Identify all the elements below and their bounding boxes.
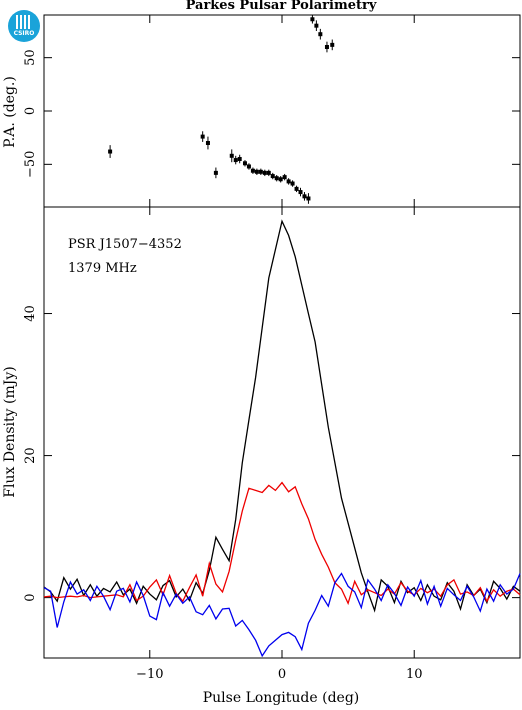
pa-point — [254, 169, 259, 174]
pa-point — [278, 177, 283, 182]
pa-points — [108, 15, 335, 204]
pa-y-tick-label: 0 — [23, 107, 38, 115]
pa-point — [330, 42, 335, 47]
pa-axes: −50 0 50 — [23, 15, 520, 207]
pa-point — [318, 32, 323, 37]
pa-point — [237, 157, 242, 161]
pa-point — [302, 194, 307, 199]
pa-point — [233, 158, 238, 163]
flux-lines — [43, 219, 521, 658]
csiro-logo: CSIRO — [8, 10, 40, 42]
pa-point — [306, 196, 311, 201]
pa-point — [242, 161, 247, 166]
pa-point — [258, 169, 263, 174]
pa-point — [298, 190, 303, 195]
psr-name-annotation: PSR J1507−4352 — [68, 237, 182, 252]
pa-point — [229, 153, 234, 158]
flux-y-axis-label: Flux Density (mJy) — [2, 366, 18, 497]
flux-x-tick-label: −10 — [136, 667, 163, 682]
pa-point — [200, 134, 205, 139]
flux-y-tick-label: 40 — [23, 305, 38, 322]
flux-panel: 0 20 40 −10 0 10 PSR J1507−4352 1379 MHz Flux… — [2, 206, 521, 706]
chart-title: Parkes Pulsar Polarimetry — [186, 0, 377, 13]
pa-y-axis-label: P.A. (deg.) — [2, 76, 18, 148]
pa-panel: −50 0 50 P.A. (deg.) — [2, 14, 521, 208]
frequency-annotation: 1379 MHz — [68, 261, 137, 276]
pa-point — [270, 174, 275, 179]
pa-point — [246, 164, 251, 169]
logo-text: CSIRO — [13, 30, 35, 37]
flux-y-tick-label: 0 — [23, 593, 38, 601]
pa-point — [108, 149, 113, 154]
flux-series-l — [43, 481, 521, 606]
pa-point — [310, 17, 315, 22]
pa-point — [290, 181, 295, 186]
pa-point — [213, 170, 218, 175]
flux-axes: 0 20 40 −10 0 10 — [23, 207, 520, 682]
x-axis-label: Pulse Longitude (deg) — [203, 690, 360, 706]
flux-x-tick-label: 0 — [278, 667, 286, 682]
pa-point — [274, 176, 279, 181]
pa-point — [250, 168, 255, 173]
pa-y-tick-label: 50 — [23, 49, 38, 66]
pa-y-tick-label: −50 — [23, 151, 38, 178]
flux-x-tick-label: 10 — [406, 667, 423, 682]
pa-point — [294, 186, 299, 191]
pa-point — [282, 175, 287, 180]
flux-series-i — [43, 219, 521, 613]
pa-point — [314, 23, 319, 28]
pa-point — [262, 170, 267, 175]
flux-y-tick-label: 20 — [23, 447, 38, 464]
pa-point — [286, 179, 291, 184]
logo-mark-icon — [16, 15, 32, 29]
pa-point — [324, 45, 329, 49]
pa-point — [205, 141, 210, 145]
pa-point — [266, 170, 271, 175]
flux-series-v — [43, 572, 521, 658]
